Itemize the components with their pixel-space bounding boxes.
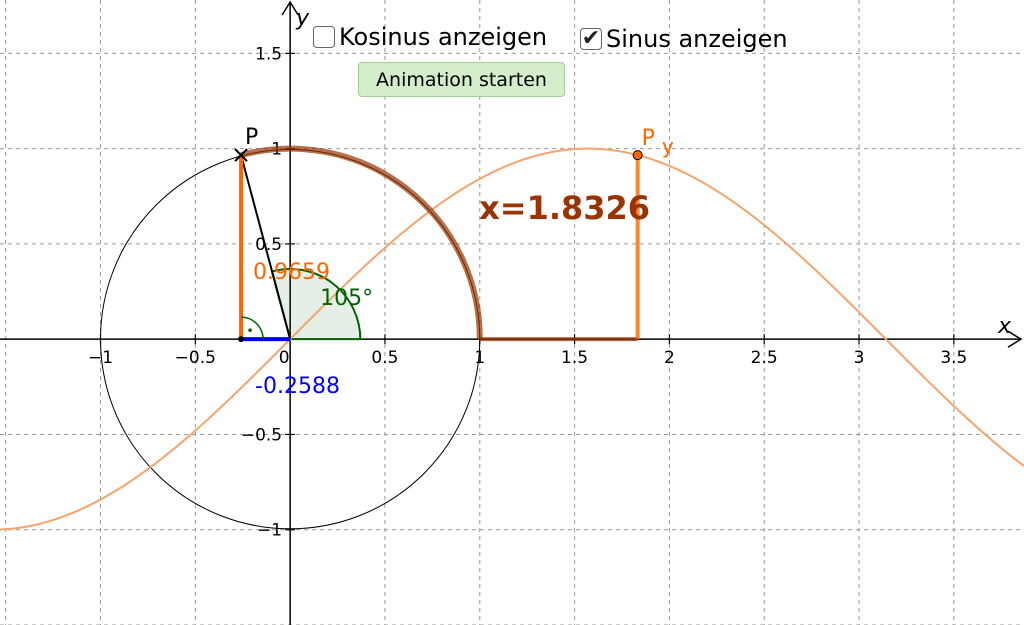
point-p[interactable] bbox=[234, 148, 248, 162]
sine-curve bbox=[0, 147, 1024, 531]
arc-length-arc bbox=[240, 145, 483, 340]
x-tick-label: 2.5 bbox=[751, 348, 778, 368]
cosine-value-label: -0.2588 bbox=[255, 374, 340, 399]
cosine-checkbox[interactable]: Kosinus anzeigen bbox=[313, 23, 547, 51]
y-tick-label: −0.5 bbox=[241, 425, 282, 445]
x-tick-label: −1 bbox=[88, 348, 113, 368]
x-tick-label: 0.5 bbox=[371, 348, 398, 368]
x-tick-label: 3 bbox=[854, 348, 865, 368]
y-tick-label: 1.5 bbox=[255, 44, 282, 64]
cosine-foot-point bbox=[238, 336, 245, 343]
arc-length-label: x=1.8326 bbox=[479, 189, 650, 227]
tick-labels: −1 −0.5 0 0.5 1 1.5 2 2.5 3 3.51.510.5−0.5−1 bbox=[88, 44, 967, 540]
x-tick-label: −0.5 bbox=[175, 348, 216, 368]
sine-checkbox-box[interactable]: ✔ bbox=[580, 28, 602, 50]
x-tick-label: 1 bbox=[474, 348, 485, 368]
angle-sector bbox=[270, 268, 362, 341]
point-py-label: P y bbox=[642, 126, 674, 158]
cosine-checkbox-label[interactable]: Kosinus anzeigen bbox=[339, 23, 548, 51]
checkmark-icon: ✔ bbox=[581, 26, 601, 51]
point-p-label: P bbox=[245, 125, 258, 150]
sine-checkbox[interactable]: ✔ Sinus anzeigen bbox=[580, 25, 788, 53]
point-py-label-main: P bbox=[642, 126, 655, 151]
start-animation-button[interactable]: Animation starten bbox=[358, 62, 565, 97]
point-py[interactable] bbox=[632, 150, 643, 161]
point-py-label-subscript: y bbox=[662, 134, 674, 158]
sine-checkbox-label[interactable]: Sinus anzeigen bbox=[606, 25, 788, 53]
cosine-checkbox-box[interactable] bbox=[313, 26, 335, 48]
right-angle-marker bbox=[241, 316, 264, 340]
radius-line bbox=[240, 154, 292, 340]
x-tick-label: 0 bbox=[279, 348, 290, 368]
x-axis-arrow bbox=[1007, 330, 1023, 348]
y-axis-arrow bbox=[281, 0, 299, 16]
right-angle-dot bbox=[248, 328, 252, 332]
y-tick-label: 0.5 bbox=[255, 235, 282, 255]
sine-value-label: 0.9659 bbox=[253, 260, 330, 285]
x-tick-label: 1.5 bbox=[561, 348, 588, 368]
angle-label: 105° bbox=[320, 286, 373, 311]
x-tick-label: 2 bbox=[664, 348, 675, 368]
y-tick-label: −1 bbox=[257, 521, 282, 541]
x-tick-label: 3.5 bbox=[940, 348, 967, 368]
x-axis-label: x bbox=[997, 314, 1012, 339]
y-axis-label: y bbox=[295, 6, 310, 31]
